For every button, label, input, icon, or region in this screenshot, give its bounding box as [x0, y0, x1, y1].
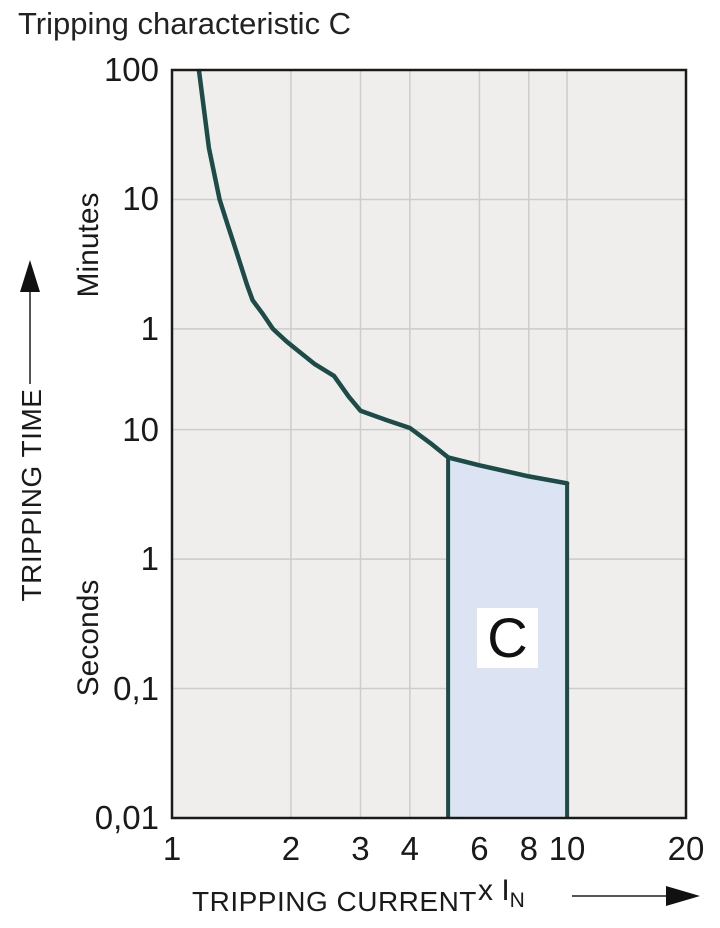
region-c-label: C	[477, 608, 538, 668]
y-tick-label: 0,1	[113, 669, 159, 707]
y-tick-label: 1	[140, 309, 159, 347]
y-tick-label: 0,01	[94, 799, 159, 836]
x-unit-prefix: x I	[478, 874, 510, 907]
plot-frame	[170, 68, 688, 820]
y-axis-label: TRIPPING TIME	[16, 388, 47, 602]
right-arrow-icon	[572, 886, 700, 906]
y-unit-seconds: Seconds	[72, 579, 105, 697]
x-tick-label: 1	[162, 830, 182, 867]
x-tick-label: 6	[470, 830, 489, 867]
y-tick-label: 1	[140, 540, 159, 578]
y-tick-label: 10	[122, 180, 159, 218]
x-unit: x IN	[478, 874, 525, 913]
x-tick-label: 8	[519, 830, 538, 867]
tripping-curve	[196, 70, 570, 486]
y-tick-label: 100	[103, 51, 159, 88]
y-unit-minutes: Minutes	[72, 192, 105, 298]
y-tick-label: 10	[122, 410, 159, 448]
x-tick-label: 10	[548, 830, 586, 867]
x-tick-label: 4	[400, 830, 420, 867]
x-tick-label: 3	[351, 830, 370, 867]
page-title: Tripping characteristic C	[18, 6, 352, 41]
up-arrow-icon	[20, 260, 40, 384]
x-tick-label: 20	[667, 830, 705, 867]
x-tick-label: 2	[281, 830, 301, 867]
x-axis-label: TRIPPING CURRENT	[192, 886, 477, 917]
x-unit-subscript: N	[509, 889, 525, 912]
